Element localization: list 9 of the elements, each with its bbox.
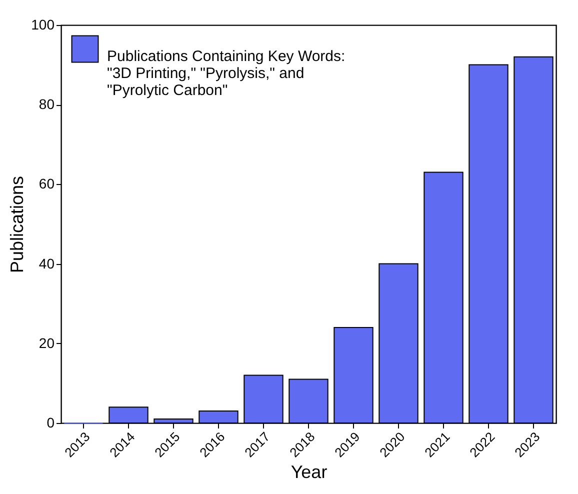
y-tick-label: 20 <box>38 334 55 351</box>
y-axis-title: Publications <box>7 176 28 274</box>
y-tick-label: 100 <box>31 16 55 32</box>
y-tick-label: 40 <box>38 255 55 272</box>
legend-label: Publications Containing Key Words: "3D Printing," "Pyrolysis," and "Pyrolytic Carbon" <box>107 48 346 99</box>
y-tick-label: 60 <box>38 176 55 192</box>
y-tick-label: 0 <box>46 414 55 430</box>
x-axis-title: Year <box>290 462 328 482</box>
y-tick-label: 80 <box>38 96 55 112</box>
